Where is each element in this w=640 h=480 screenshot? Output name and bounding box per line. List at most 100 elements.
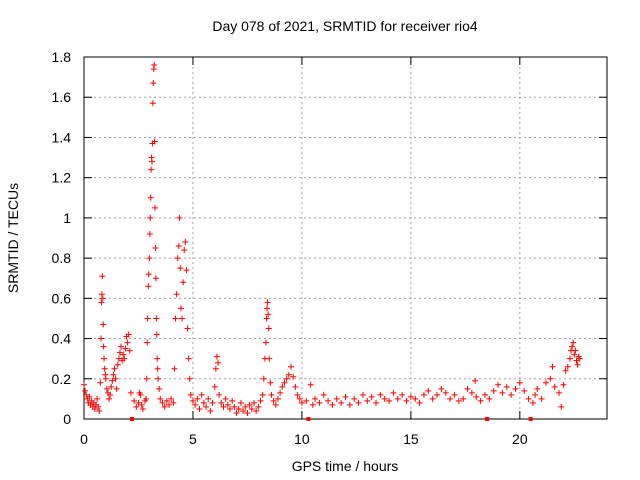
data-point: [112, 375, 119, 382]
data-point: [416, 399, 423, 406]
data-point: [99, 273, 106, 280]
data-point: [155, 375, 162, 382]
data-point: [180, 279, 187, 286]
y-tick-label: 1.6: [52, 89, 72, 105]
data-point: [529, 399, 536, 406]
data-point: [558, 403, 565, 410]
data-point: [455, 397, 462, 404]
data-point: [115, 355, 122, 362]
data-point: [121, 355, 128, 362]
data-point: [120, 351, 127, 358]
data-point: [244, 409, 251, 416]
data-point: [268, 391, 275, 398]
data-point: [566, 355, 573, 362]
data-point: [203, 403, 210, 410]
data-point: [290, 373, 297, 380]
x-axis-label: GPS time / hours: [292, 458, 399, 474]
data-point: [194, 395, 201, 402]
y-tick-label: 0.6: [52, 290, 72, 306]
data-point: [100, 321, 107, 328]
data-point: [177, 305, 184, 312]
data-point: [425, 387, 432, 394]
gap-markers: [129, 417, 533, 421]
data-point: [572, 347, 579, 354]
data-point: [109, 377, 116, 384]
data-point: [102, 375, 109, 382]
data-point: [98, 291, 105, 298]
data-point: [377, 391, 384, 398]
data-point: [407, 393, 414, 400]
data-point: [198, 391, 205, 398]
data-point: [138, 401, 145, 408]
data-point: [152, 204, 159, 211]
data-point: [451, 391, 458, 398]
data-point: [447, 395, 454, 402]
data-point: [481, 391, 488, 398]
data-point: [373, 399, 380, 406]
data-point: [316, 399, 323, 406]
data-point: [139, 405, 146, 412]
data-point: [283, 375, 290, 382]
y-tick-label: 1.2: [52, 170, 72, 186]
data-point: [147, 214, 154, 221]
data-point: [116, 349, 123, 356]
data-point: [292, 383, 299, 390]
data-point: [562, 367, 569, 374]
data-point: [213, 353, 220, 360]
data-point: [152, 275, 159, 282]
data-point: [294, 391, 301, 398]
data-point: [296, 395, 303, 402]
data-point: [434, 391, 441, 398]
data-point: [176, 214, 183, 221]
data-point: [187, 391, 194, 398]
data-point: [182, 239, 189, 246]
data-point: [264, 305, 271, 312]
chart-title: Day 078 of 2021, SRMTID for receiver rio…: [212, 18, 478, 34]
data-point: [192, 401, 199, 408]
data-point: [556, 389, 563, 396]
data-point: [161, 403, 168, 410]
data-point: [185, 355, 192, 362]
data-point: [172, 315, 179, 322]
data-point: [94, 395, 101, 402]
data-point: [329, 401, 336, 408]
data-point: [215, 359, 222, 366]
gap-marker: [485, 417, 490, 421]
x-tick-label: 20: [512, 431, 528, 447]
y-tick-label: 0.8: [52, 250, 72, 266]
data-point: [412, 395, 419, 402]
data-point: [135, 399, 142, 406]
data-point: [569, 343, 576, 350]
data-point: [154, 355, 161, 362]
data-point: [110, 371, 117, 378]
data-point: [285, 371, 292, 378]
data-point: [346, 401, 353, 408]
x-tick-label: 15: [403, 431, 419, 447]
data-point: [381, 395, 388, 402]
data-point: [174, 255, 181, 262]
y-tick-label: 0.2: [52, 371, 72, 387]
data-point: [99, 295, 106, 302]
data-point: [253, 407, 260, 414]
data-point: [165, 401, 172, 408]
data-point: [508, 391, 515, 398]
data-point: [153, 331, 160, 338]
data-point: [521, 387, 528, 394]
data-point: [175, 243, 182, 250]
data-point: [173, 291, 180, 298]
data-point: [503, 383, 510, 390]
y-axis-label: SRMTID / TECUs: [5, 183, 21, 293]
data-point: [159, 399, 166, 406]
data-point: [477, 397, 484, 404]
data-point: [549, 363, 556, 370]
grid: [84, 57, 607, 419]
y-tick-label: 1.4: [52, 129, 72, 145]
data-point: [131, 397, 138, 404]
data-point: [224, 401, 231, 408]
gap-marker: [528, 417, 533, 421]
data-point: [576, 355, 583, 362]
data-point: [264, 299, 271, 306]
data-point: [279, 383, 286, 390]
